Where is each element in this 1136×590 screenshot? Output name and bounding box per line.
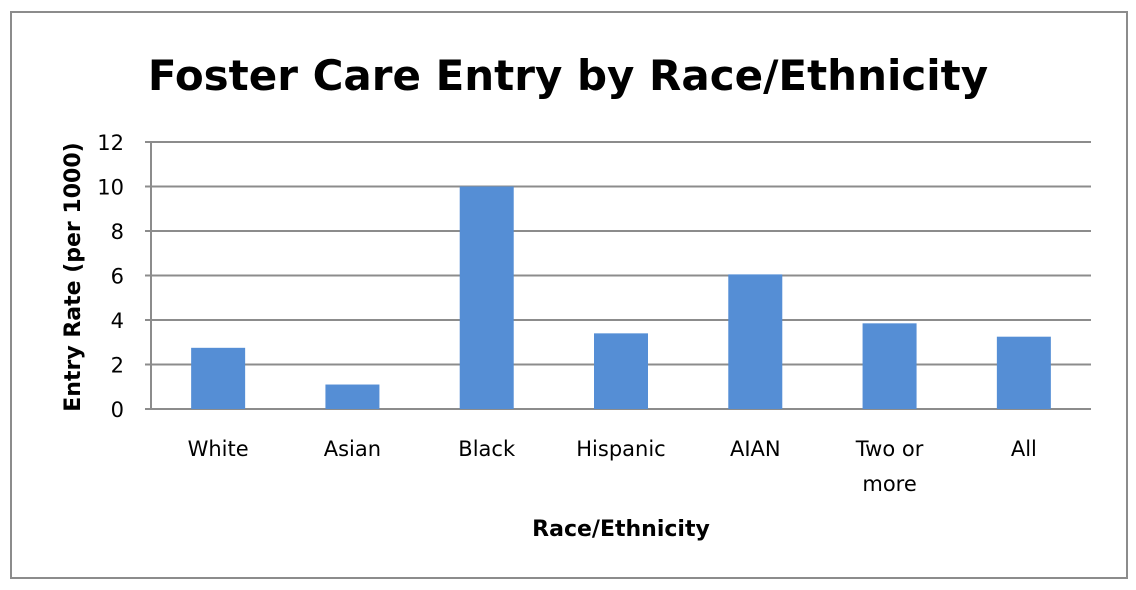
bar-black (459, 186, 514, 409)
x-tick-label-line: All (1011, 437, 1037, 461)
y-tick-label: 2 (111, 354, 124, 378)
x-tick-label: Black (458, 437, 516, 461)
bar-white (191, 347, 246, 409)
chart-frame (10, 11, 1128, 579)
bars (191, 186, 1051, 409)
bar-all (996, 336, 1051, 409)
x-tick-label-line: Two or (855, 437, 924, 461)
y-tick-label: 8 (111, 220, 124, 244)
x-tick-label: Two or more (855, 437, 924, 496)
x-axis-ticks: White Asian Black Hispanic AIAN Two or more All (188, 437, 1037, 496)
y-tick-label: 0 (111, 398, 124, 422)
bar-aian (728, 274, 783, 409)
x-tick-label: All (1011, 437, 1037, 461)
y-tick-label: 4 (111, 309, 124, 333)
x-tick-label: Hispanic (576, 437, 665, 461)
chart-title: Foster Care Entry by Race/Ethnicity (148, 51, 988, 100)
y-tick-label: 10 (97, 176, 124, 200)
bar-two-or-more (862, 323, 917, 409)
y-axis-title: Entry Rate (per 1000) (61, 142, 86, 411)
x-tick-label: Asian (324, 437, 381, 461)
x-tick-label-line: more (862, 472, 916, 496)
bar-hispanic (594, 333, 648, 409)
x-tick-label-line: Black (458, 437, 516, 461)
y-tick-label: 6 (111, 265, 124, 289)
x-tick-label-line: Asian (324, 437, 381, 461)
y-tick-label: 12 (97, 131, 124, 155)
gridlines (145, 141, 1091, 410)
x-tick-label-line: White (188, 437, 249, 461)
x-axis-title: Race/Ethnicity (532, 517, 710, 542)
y-axis-ticks: 0 2 4 6 8 10 12 (97, 131, 124, 422)
x-tick-label: AIAN (730, 437, 781, 461)
bar-asian (325, 384, 380, 409)
x-tick-label-line: AIAN (730, 437, 781, 461)
x-tick-label: White (188, 437, 249, 461)
x-tick-label-line: Hispanic (576, 437, 665, 461)
